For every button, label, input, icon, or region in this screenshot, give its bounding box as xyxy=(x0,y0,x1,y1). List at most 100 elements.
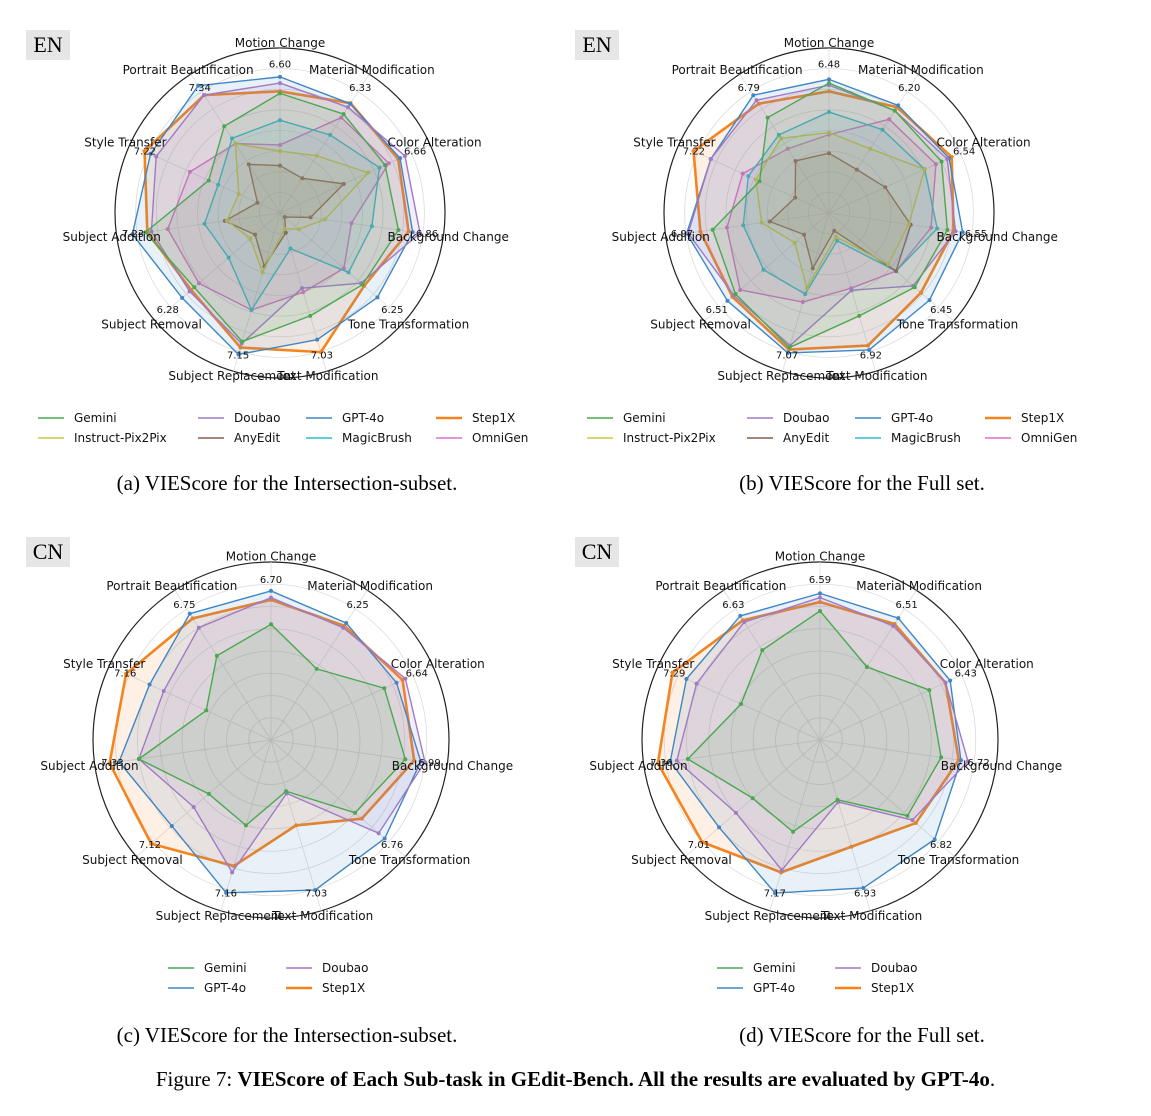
axis-label-style-transfer: Style Transfer xyxy=(63,657,145,671)
point-gemini xyxy=(760,648,765,653)
point-doubao xyxy=(376,831,381,836)
panel-tag-text: EN xyxy=(582,32,611,57)
point-gpt-4o xyxy=(224,890,229,895)
point-instruct-pix2pix xyxy=(827,130,831,135)
point-anyedit xyxy=(300,176,305,181)
point-gpt-4o xyxy=(375,295,380,300)
legend-label-gpt-4o: GPT-4o xyxy=(753,981,795,995)
point-gemini xyxy=(278,91,282,96)
point-anyedit xyxy=(793,158,798,163)
point-doubao xyxy=(779,868,784,873)
point-gemini xyxy=(945,228,950,233)
max-value-label: 7.07 xyxy=(776,350,798,361)
point-gpt-4o xyxy=(130,232,135,237)
point-gpt-4o xyxy=(196,83,201,88)
point-omnigen xyxy=(785,146,790,151)
legend-label-doubao: Doubao xyxy=(322,961,369,975)
grid-spoke xyxy=(819,739,955,857)
point-omnigen xyxy=(301,290,306,295)
point-magicbrush xyxy=(880,127,885,132)
point-step1x xyxy=(412,758,417,763)
point-gemini xyxy=(685,756,690,761)
point-gemini xyxy=(284,789,289,794)
point-instruct-pix2pix xyxy=(804,286,809,291)
point-doubao xyxy=(965,759,970,764)
series-gemini xyxy=(144,92,400,343)
axis-label-subject-replacement: Subject Replacement xyxy=(705,909,833,923)
panel-tag-text: CN xyxy=(33,539,64,564)
point-gpt-4o xyxy=(148,151,153,156)
point-step1x xyxy=(149,841,154,846)
radar-panel-4: Motion Change 6.59 Material Modification 6.… xyxy=(575,537,1062,1047)
series-magicbrush xyxy=(203,119,381,311)
point-gpt-4o xyxy=(236,352,241,357)
axis-label-subject-addition: Subject Addition xyxy=(63,230,161,244)
axis-label-tone-transformation: Tone Transformation xyxy=(348,853,470,867)
point-gpt-4o xyxy=(958,758,963,763)
point-gpt-4o xyxy=(960,230,965,235)
legend-label-magicbrush: MagicBrush xyxy=(891,431,961,445)
point-anyedit xyxy=(253,232,258,237)
point-omnigen xyxy=(187,169,192,174)
point-gemini xyxy=(214,653,219,658)
max-value-label: 7.34 xyxy=(189,83,211,94)
point-magicbrush xyxy=(369,224,374,229)
axis-label-color-alteration: Color Alteration xyxy=(937,135,1031,149)
axis-label-motion-change: Motion Change xyxy=(775,550,865,564)
max-value-label: 6.33 xyxy=(349,83,371,94)
panel-tag-text: CN xyxy=(582,539,613,564)
point-gemini xyxy=(912,285,917,290)
point-doubao xyxy=(849,288,854,293)
point-doubao xyxy=(742,620,747,625)
axis-label-background-change: Background Change xyxy=(937,230,1058,244)
legend: Gemini Doubao GPT-4o Step1X xyxy=(168,961,369,995)
point-doubao xyxy=(161,689,166,694)
point-step1x xyxy=(827,89,831,94)
point-gemini xyxy=(204,708,209,713)
series-gpt-4o xyxy=(118,590,422,894)
point-anyedit xyxy=(894,269,899,274)
point-instruct-pix2pix xyxy=(224,218,229,223)
point-gemini xyxy=(353,810,358,815)
max-value-label: 7.12 xyxy=(139,840,161,851)
point-doubao xyxy=(230,870,235,875)
point-gpt-4o xyxy=(927,298,932,303)
point-step1x xyxy=(107,761,112,766)
point-doubao xyxy=(818,595,822,600)
point-omnigen xyxy=(724,225,729,230)
point-gemini xyxy=(382,686,387,691)
grid-spoke xyxy=(270,739,448,766)
point-doubao xyxy=(910,818,915,823)
point-doubao xyxy=(945,157,950,162)
point-doubao xyxy=(346,105,351,110)
legend-label-doubao: Doubao xyxy=(234,411,281,425)
point-gemini xyxy=(269,622,273,627)
point-instruct-pix2pix xyxy=(922,167,927,172)
max-value-label: 6.63 xyxy=(722,600,744,611)
point-gemini xyxy=(827,81,831,86)
point-gpt-4o xyxy=(717,825,722,830)
point-magicbrush xyxy=(776,132,781,137)
grid-spoke xyxy=(819,739,871,911)
panel-tag: EN xyxy=(575,30,619,60)
panel-tag-bg xyxy=(575,537,619,567)
grid-spoke xyxy=(279,73,370,214)
point-step1x xyxy=(406,229,411,234)
axis-label-text-modification: Text Modification xyxy=(825,369,927,383)
point-step1x xyxy=(849,844,854,849)
axis-label-color-alteration: Color Alteration xyxy=(391,657,485,671)
point-step1x xyxy=(655,761,660,766)
axis-label-text-modification: Text Modification xyxy=(276,369,378,383)
point-doubao xyxy=(943,680,948,685)
axis-label-background-change: Background Change xyxy=(388,230,509,244)
point-instruct-pix2pix xyxy=(278,149,282,154)
max-value-label: 6.92 xyxy=(860,350,882,361)
series-anyedit xyxy=(769,152,912,272)
axis-label-material-modification: Material Modification xyxy=(858,63,984,77)
max-value-label: 6.25 xyxy=(346,600,368,611)
legend-label-step1x: Step1X xyxy=(472,411,515,425)
point-anyedit xyxy=(308,215,313,220)
point-gemini xyxy=(939,159,944,164)
point-gpt-4o xyxy=(932,837,937,842)
point-omnigen xyxy=(740,171,745,176)
